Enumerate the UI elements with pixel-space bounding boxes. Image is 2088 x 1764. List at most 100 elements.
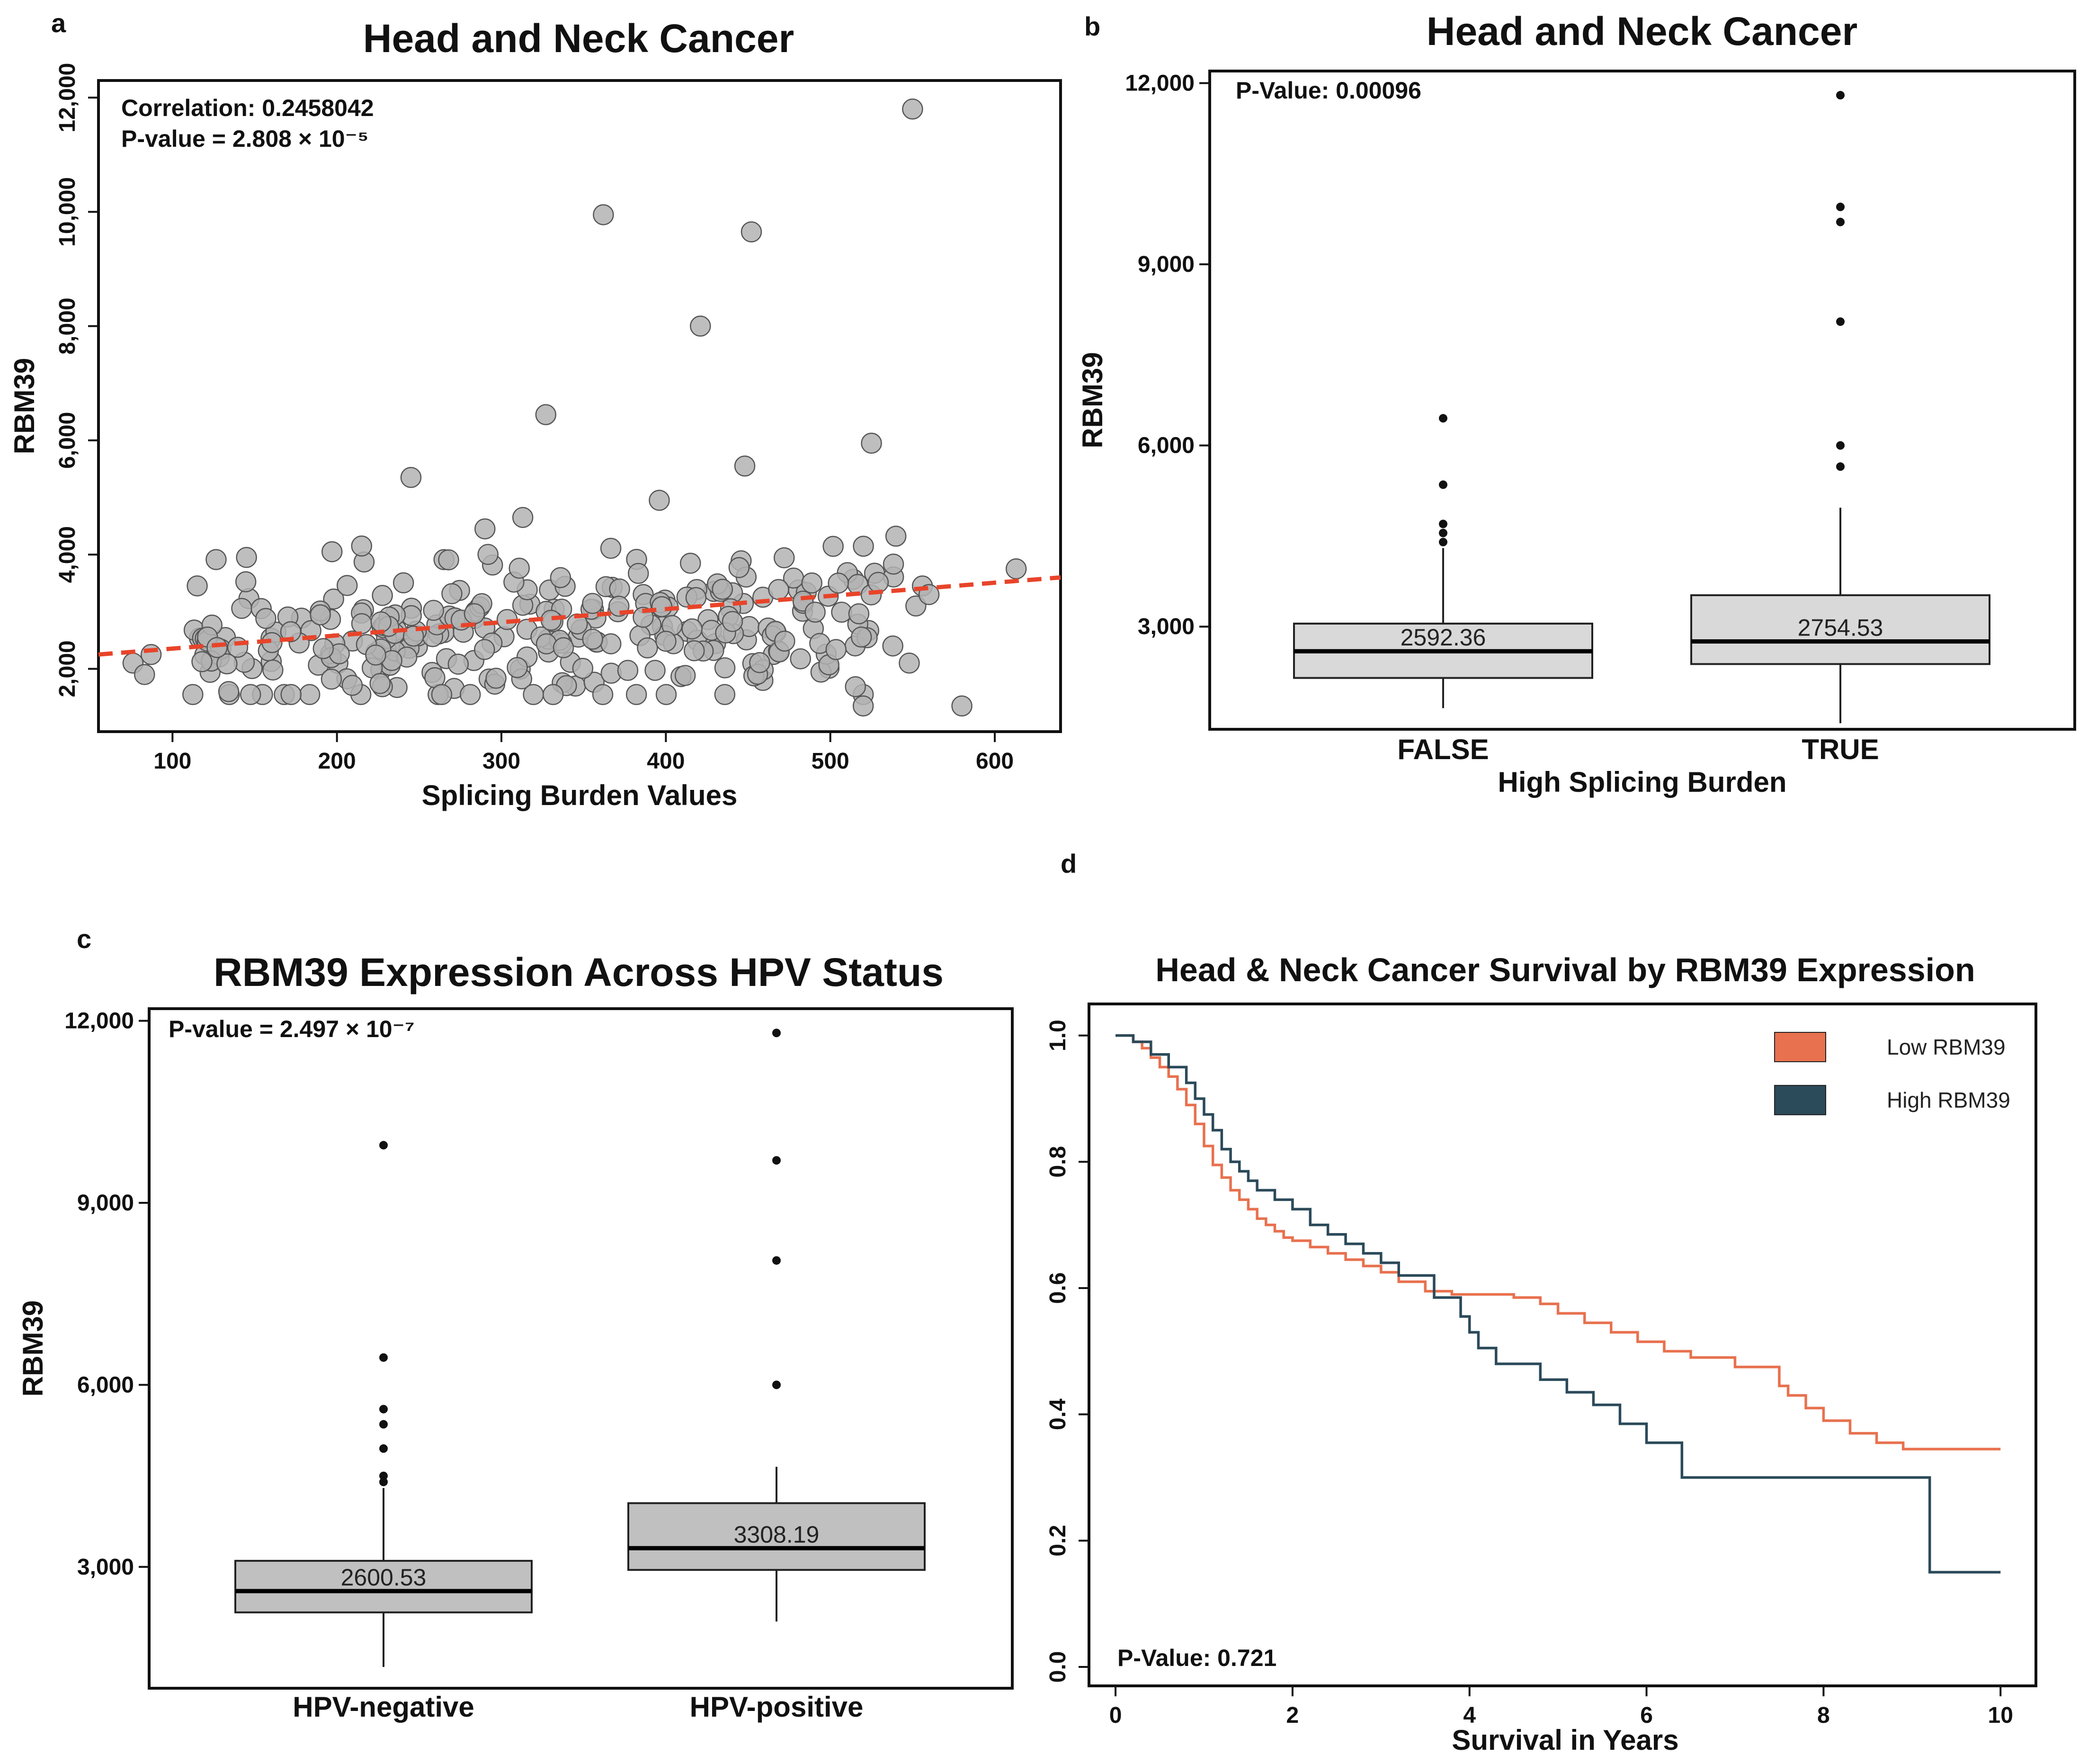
scatter-point bbox=[572, 658, 594, 679]
scatter-point bbox=[351, 613, 373, 635]
scatter-point bbox=[280, 684, 302, 705]
scatter-point bbox=[235, 571, 257, 592]
scatter-point bbox=[637, 637, 658, 659]
scatter-point bbox=[790, 648, 811, 670]
panel-b-xlabel: High Splicing Burden bbox=[1498, 766, 1787, 798]
scatter-point bbox=[312, 638, 334, 659]
scatter-point bbox=[848, 603, 870, 625]
scatter-point bbox=[741, 221, 762, 242]
outlier-point bbox=[379, 1420, 388, 1429]
survival-curve-low-rbm39 bbox=[1115, 1034, 2001, 1451]
scatter-point bbox=[370, 611, 392, 633]
scatter-point bbox=[351, 535, 373, 557]
panel-a-title: Head and Neck Cancer bbox=[363, 16, 794, 61]
scatter-point bbox=[680, 553, 701, 574]
scatter-point bbox=[845, 676, 866, 698]
panel-a-xtick-label: 600 bbox=[976, 749, 1014, 774]
panel-label-b: b bbox=[1084, 11, 1100, 41]
outlier-point bbox=[772, 1156, 781, 1165]
panel-b-false-group-label: FALSE bbox=[1397, 734, 1489, 765]
panel-c-title: RBM39 Expression Across HPV Status bbox=[214, 950, 944, 994]
scatter-point bbox=[684, 640, 705, 662]
scatter-point bbox=[690, 315, 711, 337]
panel-a-xtick-label: 100 bbox=[153, 749, 191, 774]
scatter-point bbox=[441, 583, 463, 604]
scatter-point bbox=[280, 621, 302, 643]
panel-b-ytick-label: 6,000 bbox=[1138, 433, 1195, 458]
scatter-point bbox=[852, 695, 874, 716]
panel-c-hpv-negative-group-label: HPV-negative bbox=[293, 1691, 474, 1723]
panel-b-true-box bbox=[1690, 594, 1990, 665]
panel-a-ytick-label: 8,000 bbox=[55, 298, 80, 355]
scatter-point bbox=[262, 659, 284, 681]
panel-label-a: a bbox=[51, 8, 66, 38]
panel-c-hpv-negative-box bbox=[234, 1559, 533, 1613]
scatter-point bbox=[509, 557, 530, 579]
scatter-point bbox=[447, 654, 469, 675]
scatter-point bbox=[861, 432, 882, 454]
panel-a-xtick-label: 400 bbox=[647, 749, 685, 774]
panel-b-true-group-label: TRUE bbox=[1802, 734, 1879, 765]
panel-d-ytick-label: 0.0 bbox=[1045, 1651, 1071, 1683]
panel-d-ytick-label: 1.0 bbox=[1045, 1020, 1071, 1051]
scatter-point bbox=[674, 665, 696, 686]
scatter-point bbox=[567, 613, 588, 635]
scatter-point bbox=[600, 633, 622, 654]
scatter-point bbox=[400, 467, 422, 488]
panel-a-ytick-label: 12,000 bbox=[55, 63, 80, 133]
panel-b-ylabel: RBM39 bbox=[1077, 352, 1108, 448]
panel-a-xlabel: Splicing Burden Values bbox=[422, 779, 738, 811]
scatter-point bbox=[423, 600, 444, 621]
scatter-point bbox=[951, 695, 973, 716]
scatter-point bbox=[867, 572, 889, 593]
scatter-point bbox=[885, 526, 907, 547]
outlier-point bbox=[379, 1141, 388, 1150]
outlier-point bbox=[772, 1029, 781, 1038]
scatter-point bbox=[535, 633, 557, 654]
legend-label-low-rbm39: Low RBM39 bbox=[1887, 1035, 2006, 1059]
scatter-point bbox=[625, 684, 647, 705]
panel-c-hpv-positive-box bbox=[627, 1502, 926, 1571]
scatter-point bbox=[825, 639, 847, 660]
scatter-point bbox=[714, 657, 736, 679]
panel-c-frame bbox=[148, 1007, 1014, 1690]
panel-a-xtick-label: 300 bbox=[482, 749, 520, 774]
panel-b-pvalue: P-Value: 0.00096 bbox=[1236, 77, 1421, 104]
panel-a-ytick-label: 10,000 bbox=[55, 177, 80, 247]
panel-a-pvalue: P-value = 2.808 × 10⁻⁵ bbox=[121, 125, 368, 152]
scatter-point bbox=[231, 598, 252, 619]
outlier-point bbox=[1439, 414, 1447, 423]
outlier-point bbox=[379, 1444, 388, 1453]
scatter-point bbox=[140, 644, 162, 665]
scatter-point bbox=[681, 618, 703, 640]
scatter-point bbox=[882, 635, 903, 657]
scatter-point bbox=[310, 604, 331, 626]
scatter-point bbox=[365, 644, 386, 666]
outlier-point bbox=[379, 1471, 388, 1480]
outlier-point bbox=[1836, 462, 1845, 471]
scatter-point bbox=[822, 536, 844, 557]
trend-line bbox=[98, 575, 1061, 657]
chart-layer: 100 200 300 400 500 6002,0004,0006,0008,00010… bbox=[9, 63, 2076, 1756]
outlier-point bbox=[772, 1256, 781, 1265]
panel-a-xtick-label: 200 bbox=[318, 749, 356, 774]
panel-d-frame bbox=[1088, 1003, 2037, 1687]
scatter-point bbox=[714, 684, 736, 705]
outlier-point bbox=[379, 1477, 388, 1486]
scatter-point bbox=[828, 573, 849, 594]
outlier-point bbox=[1439, 537, 1447, 546]
scatter-point bbox=[850, 626, 872, 648]
scatter-point bbox=[323, 588, 344, 610]
panel-d-ytick-label: 0.2 bbox=[1045, 1525, 1071, 1557]
legend-swatch-low-rbm39 bbox=[1774, 1032, 1826, 1062]
survival-curve-high-rbm39 bbox=[1115, 1034, 2001, 1574]
panel-label-d: d bbox=[1061, 849, 1077, 878]
scatter-point bbox=[372, 585, 393, 606]
scatter-point bbox=[774, 630, 795, 652]
scatter-point bbox=[240, 684, 261, 705]
scatter-point bbox=[749, 652, 770, 673]
panel-b-frame bbox=[1208, 70, 2076, 731]
scatter-point bbox=[507, 657, 528, 678]
panel-d-pvalue: P-Value: 0.721 bbox=[1117, 1645, 1276, 1671]
